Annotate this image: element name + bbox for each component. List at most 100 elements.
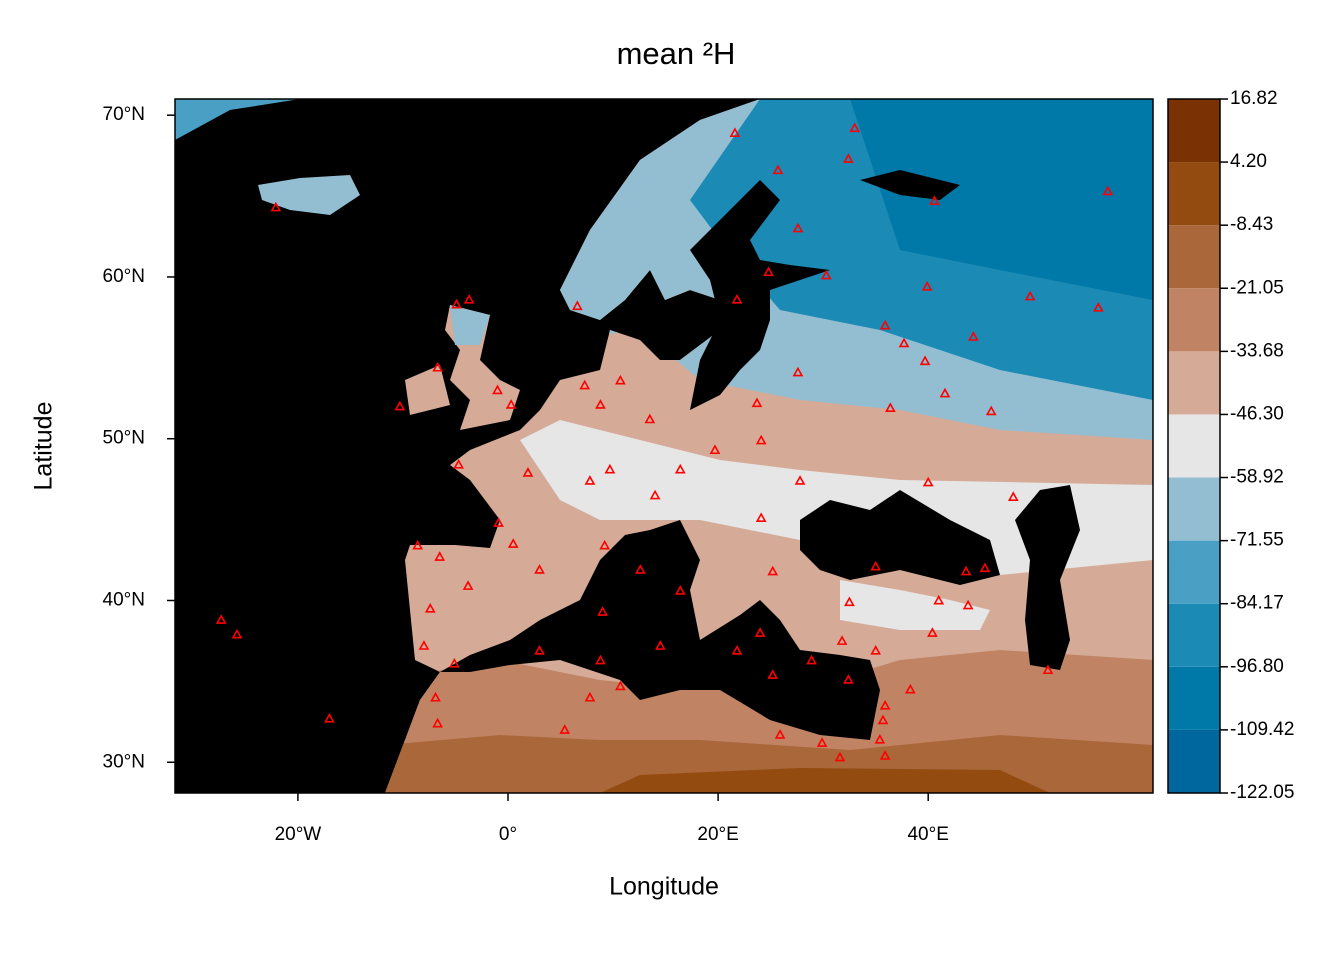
station: [885, 402, 896, 412]
station: [584, 691, 596, 702]
station: [270, 201, 282, 212]
station: [453, 458, 464, 469]
station: [755, 512, 767, 522]
chart-title: mean ²H: [617, 36, 736, 71]
x-tick-label: 40°E: [907, 824, 948, 845]
colorbar-bin: [1168, 666, 1220, 730]
station: [755, 434, 767, 445]
colorbar-label: -84.17: [1230, 593, 1284, 614]
station: [933, 594, 945, 605]
colorbar: -122.05 -109.42 -96.80 -84.17 -71.55 -58.92 -4…: [1167, 88, 1294, 803]
station: [849, 122, 861, 133]
colorbar-label: -96.80: [1230, 656, 1284, 677]
station: [615, 374, 626, 385]
colorbar-label: -109.42: [1230, 719, 1294, 740]
station: [493, 517, 504, 527]
station: [962, 599, 974, 610]
colorbar-bin: [1168, 225, 1220, 289]
station: [874, 733, 886, 744]
greenland: [175, 99, 300, 140]
colorbar-bin: [1168, 162, 1220, 226]
y-tick-label: 70°N: [103, 104, 145, 125]
station: [870, 644, 882, 655]
plot-frame: [174, 98, 1154, 794]
station: [449, 657, 460, 668]
station: [767, 669, 779, 679]
station: [898, 337, 910, 348]
station: [424, 602, 436, 613]
station: [806, 654, 817, 665]
station: [816, 737, 828, 747]
station: [534, 644, 545, 655]
station: [644, 413, 656, 424]
station: [434, 551, 446, 561]
station: [579, 379, 591, 390]
station: [231, 628, 243, 639]
station: [792, 222, 804, 233]
colorbar-bin: [1168, 540, 1220, 604]
island: [450, 305, 490, 345]
station: [463, 293, 475, 304]
station: [1093, 302, 1104, 312]
station: [844, 596, 855, 607]
station: [522, 467, 534, 477]
station: [394, 400, 406, 411]
station: [763, 266, 774, 277]
island: [258, 175, 360, 215]
station: [432, 361, 443, 372]
y-axis-label: Latitude: [30, 402, 58, 491]
station: [767, 565, 779, 576]
x-axis-label: Longitude: [609, 873, 719, 901]
station: [595, 399, 606, 409]
station: [879, 699, 891, 710]
station: [534, 564, 545, 574]
station: [492, 384, 503, 395]
station: [754, 627, 766, 637]
station: [615, 680, 626, 691]
station: [870, 560, 882, 571]
colorbar-frame: [1167, 98, 1221, 794]
y-tick-label: 40°N: [103, 590, 145, 611]
colorbar-bin: [1168, 729, 1220, 793]
station: [649, 489, 661, 500]
station: [412, 539, 424, 550]
colorbar-label: -8.43: [1230, 214, 1273, 235]
station: [929, 195, 940, 205]
station: [919, 355, 931, 366]
station: [979, 562, 991, 573]
station: [324, 712, 335, 723]
station: [820, 269, 832, 280]
x-tick-label: 20°E: [697, 824, 738, 845]
colorbar-bin: [1168, 288, 1220, 352]
station: [985, 405, 997, 416]
colorbar-bin: [1168, 351, 1220, 415]
island: [405, 365, 450, 415]
station: [559, 724, 571, 734]
colorbar-label: -122.05: [1230, 782, 1294, 803]
station: [922, 476, 934, 487]
station: [968, 331, 979, 341]
station: [731, 293, 743, 304]
station: [654, 640, 666, 650]
station: [836, 635, 848, 645]
colorbar-bin: [1168, 414, 1220, 478]
station: [729, 127, 741, 137]
station: [1024, 290, 1036, 301]
x-tick-label: 20°W: [275, 824, 322, 845]
colorbar-bin: [1168, 477, 1220, 541]
colorbar-bin: [1168, 99, 1220, 163]
station: [731, 644, 743, 655]
station: [792, 366, 804, 377]
station: [507, 538, 519, 548]
inland-seas: [440, 170, 1080, 740]
station: [843, 674, 854, 684]
station: [927, 627, 938, 637]
station: [1007, 491, 1019, 501]
station: [921, 281, 933, 291]
station: [418, 640, 430, 650]
station: [960, 565, 972, 576]
station: [635, 564, 646, 574]
station: [772, 164, 784, 175]
colorbar-label: 16.82: [1230, 88, 1278, 109]
station: [584, 475, 596, 485]
